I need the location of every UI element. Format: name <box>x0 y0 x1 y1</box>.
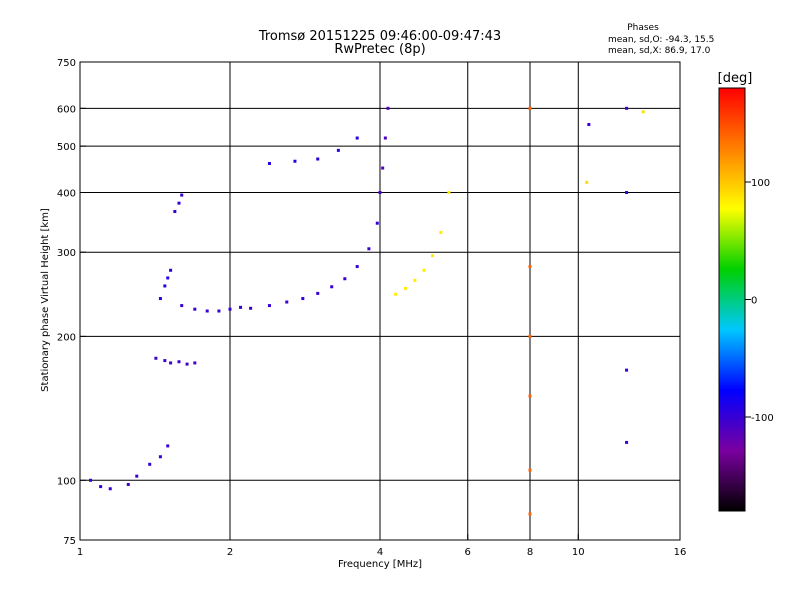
echo-point <box>158 297 162 301</box>
y-tick-label: 300 <box>57 248 76 259</box>
echo-point <box>166 444 170 448</box>
y-tick-label: 600 <box>57 104 76 115</box>
echo-point <box>193 361 197 365</box>
echo-point <box>163 359 167 363</box>
echo-point <box>217 309 221 313</box>
echo-point <box>625 368 629 372</box>
echo-point <box>355 265 359 269</box>
title-line-2: RwPretec (8p) <box>334 42 425 57</box>
x-tick-label: 8 <box>527 547 533 558</box>
echo-point <box>355 136 359 140</box>
colorbar-tick-label: 100 <box>751 178 770 189</box>
echo-point <box>193 307 197 311</box>
x-tick-label: 1 <box>77 547 83 558</box>
echo-point <box>403 286 407 290</box>
echo-point <box>108 487 112 491</box>
echo-point <box>413 278 417 282</box>
echo-point <box>343 277 347 281</box>
phase-stats-o: mean, sd,O: -94.3, 15.5 <box>608 35 714 45</box>
y-tick-label: 500 <box>57 142 76 153</box>
echo-point <box>625 440 629 444</box>
echo-point <box>177 201 181 205</box>
echo-point <box>378 190 382 194</box>
echo-point <box>267 304 271 308</box>
echo-point <box>367 247 371 251</box>
x-axis: 1 2 4 6 8 10 16 <box>77 534 687 558</box>
colorbar-tick-label: 0 <box>751 296 757 307</box>
echo-point <box>285 300 289 304</box>
echo-point <box>158 455 162 459</box>
x-tick-label: 6 <box>465 547 471 558</box>
x-tick-label: 10 <box>572 547 585 558</box>
y-axis: 75 100 200 300 400 500 600 750 <box>57 58 86 547</box>
echo-point <box>173 210 177 214</box>
echo-point <box>154 356 158 360</box>
echo-point <box>293 159 297 163</box>
echo-point <box>267 161 271 165</box>
echo-point <box>375 221 379 225</box>
echo-point <box>422 268 426 272</box>
echo-point <box>439 230 443 234</box>
echo-point <box>625 106 629 110</box>
echo-point <box>394 292 398 296</box>
y-tick-label: 100 <box>57 476 76 487</box>
echo-point <box>163 284 167 288</box>
echo-point <box>336 148 340 152</box>
echo-point <box>625 190 629 194</box>
colorbar-tick-label: -100 <box>751 413 774 424</box>
echo-point <box>447 190 451 194</box>
y-tick-label: 750 <box>57 58 76 69</box>
echo-point <box>316 291 320 295</box>
echo-point <box>528 468 532 472</box>
echo-point <box>148 462 152 466</box>
echo-point <box>180 304 184 308</box>
data-points <box>89 106 645 516</box>
x-axis-label: Frequency [MHz] <box>338 559 422 570</box>
echo-point <box>249 306 253 310</box>
y-tick-label: 75 <box>63 536 76 547</box>
echo-point <box>169 268 173 272</box>
echo-point <box>177 360 181 364</box>
y-tick-label: 400 <box>57 188 76 199</box>
echo-point <box>528 512 532 516</box>
x-tick-label: 2 <box>227 547 233 558</box>
echo-point <box>228 307 232 311</box>
echo-point <box>126 482 130 486</box>
echo-point <box>169 361 173 365</box>
echo-point <box>135 474 139 478</box>
colorbar-label: [deg] <box>718 71 753 86</box>
x-tick-label: 16 <box>674 547 687 558</box>
echo-point <box>89 478 93 482</box>
y-axis-label: Stationary phase Virtual Height [km] <box>40 208 51 392</box>
echo-point <box>528 106 532 110</box>
colorbar-ticks: 100 0 -100 <box>745 178 774 424</box>
colorbar <box>718 87 746 512</box>
echo-point <box>180 193 184 197</box>
title-line-1: Tromsø 20151225 09:46:00-09:47:43 <box>258 29 501 44</box>
y-tick-label: 200 <box>57 332 76 343</box>
echo-point <box>330 285 334 289</box>
grid-lines <box>80 62 680 540</box>
phases-heading: Phases <box>627 23 659 33</box>
echo-point <box>316 157 320 161</box>
echo-point <box>166 276 170 280</box>
echo-point <box>587 123 591 127</box>
echo-point <box>431 254 435 258</box>
echo-point <box>528 334 532 338</box>
echo-point <box>641 110 645 114</box>
echo-point <box>528 394 532 398</box>
echo-point <box>99 485 103 489</box>
phase-stats-x: mean, sd,X: 86.9, 17.0 <box>608 46 711 56</box>
echo-point <box>585 180 589 184</box>
echo-point <box>185 362 189 366</box>
echo-point <box>381 166 385 170</box>
echo-point <box>239 305 243 309</box>
echo-point <box>386 106 390 110</box>
echo-point <box>528 265 532 269</box>
echo-point <box>205 309 209 313</box>
echo-point <box>301 297 305 301</box>
x-tick-label: 4 <box>377 547 383 558</box>
echo-point <box>383 136 387 140</box>
